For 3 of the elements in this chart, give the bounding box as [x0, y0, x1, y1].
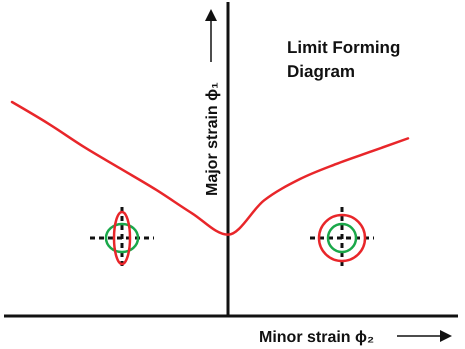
chart-title: Limit Forming Diagram	[287, 38, 400, 81]
y-axis-title: Major strain ϕ₁	[204, 82, 221, 196]
x-axis-title: Minor strain ϕ₂	[259, 329, 374, 346]
